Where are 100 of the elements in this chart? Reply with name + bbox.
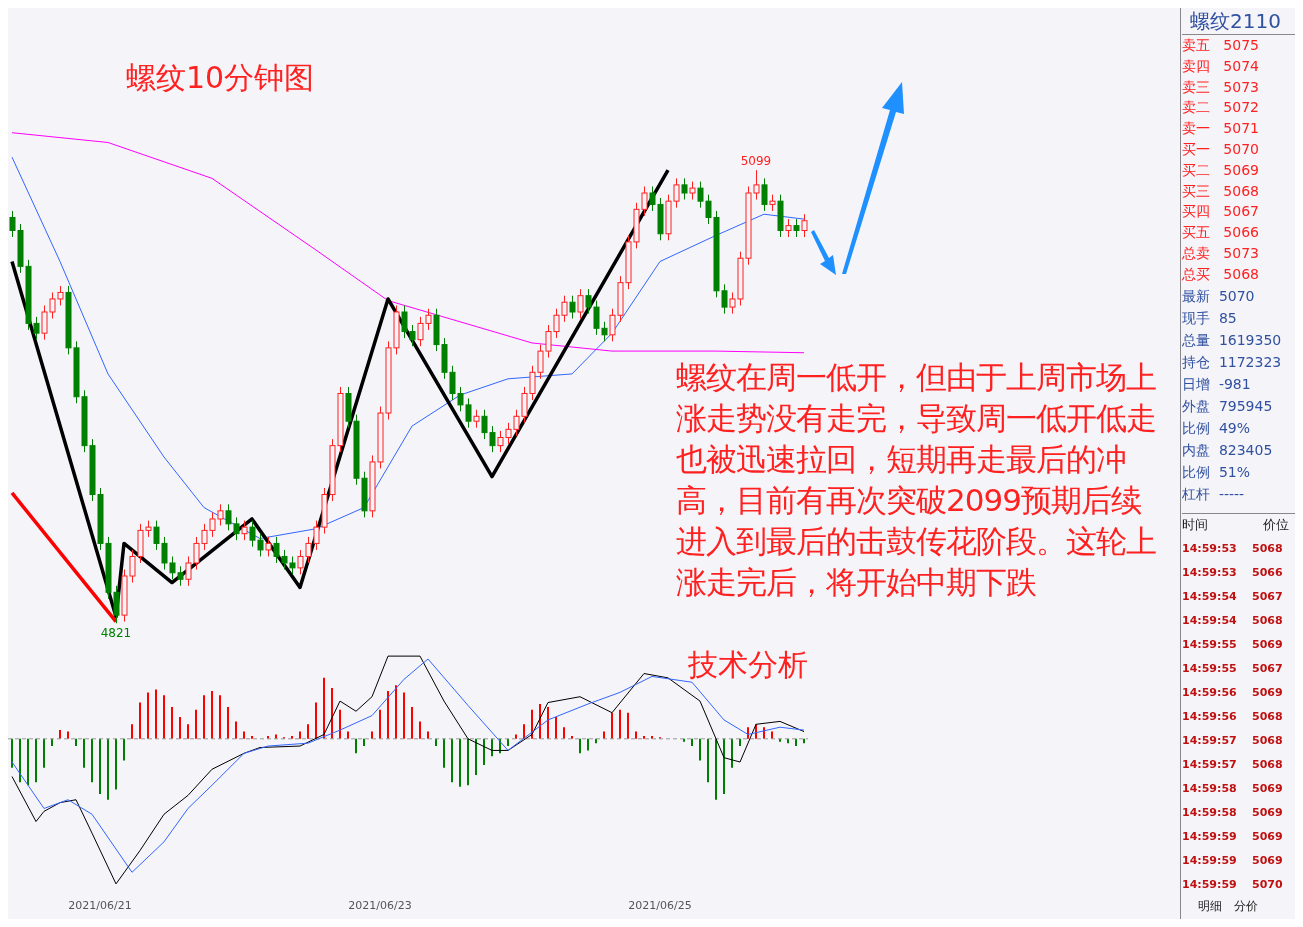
text: 分价 <box>1234 898 1258 915</box>
bar <box>379 709 381 739</box>
category-label: 内盘 823405 <box>1182 441 1273 458</box>
bar <box>731 738 733 768</box>
bar <box>507 738 509 747</box>
bar <box>219 695 221 739</box>
category-label: 总卖 5073 <box>1182 244 1259 261</box>
bar <box>35 738 37 783</box>
annotation: 螺纹在周一低开，但由于上周市场上涨走势没有走完，导致周一低开低走也被迅速拉回，短期再走最后的冲高，目前有再次突破2099预期后续进入到最后的击鼓传花阶段。这轮上涨走完后，将开始中期下跌 <box>676 358 1157 602</box>
text: 螺纹2110 <box>1182 8 1295 35</box>
bar <box>123 738 125 761</box>
bar <box>355 738 357 754</box>
category-label: 14:59:58 5069 <box>1182 805 1283 819</box>
bar <box>11 738 13 768</box>
bar <box>579 738 581 754</box>
bar <box>251 735 253 739</box>
bar <box>547 706 549 739</box>
category-label: 14:59:54 5068 <box>1182 613 1283 627</box>
category-label: 买一 5070 <box>1182 140 1259 157</box>
category-label: 持仓 1172323 <box>1182 353 1282 370</box>
category-label: 14:59:53 5068 <box>1182 541 1283 555</box>
bar <box>83 738 85 768</box>
bar <box>523 724 525 739</box>
bar <box>323 677 325 739</box>
bar <box>139 702 141 739</box>
bar <box>723 738 725 794</box>
category-label: 卖三 5073 <box>1182 78 1259 95</box>
category-label: 14:59:57 5068 <box>1182 757 1283 771</box>
category-label: 14:59:56 5068 <box>1182 709 1283 723</box>
bar <box>555 717 557 739</box>
bar <box>619 709 621 739</box>
bar <box>363 738 365 747</box>
bar <box>795 738 797 747</box>
annotation: 技术分析 <box>688 646 808 684</box>
text: 价位 <box>1262 516 1290 534</box>
category-label: 14:59:53 5066 <box>1182 565 1283 579</box>
bar <box>451 738 453 783</box>
chart-title: 螺纹10分钟图 <box>126 59 315 97</box>
bar <box>419 721 421 739</box>
bar <box>483 738 485 765</box>
bar <box>435 738 437 747</box>
bar <box>707 738 709 783</box>
bar <box>243 731 245 739</box>
bar <box>739 738 741 747</box>
category-label: 14:59:55 5067 <box>1182 661 1283 675</box>
category-label: 14:59:57 5068 <box>1182 733 1283 747</box>
bar <box>403 692 405 739</box>
x-tick-label: 2021/06/25 <box>628 898 692 912</box>
bar <box>107 738 109 800</box>
category-label: 14:59:55 5069 <box>1182 637 1283 651</box>
bar <box>643 735 645 739</box>
bar <box>43 738 45 768</box>
bar <box>99 738 101 794</box>
category-label: 14:59:59 5069 <box>1182 853 1283 867</box>
bar <box>75 738 77 747</box>
bar <box>91 738 93 783</box>
bar <box>411 706 413 739</box>
category-label: 现手 85 <box>1182 309 1237 326</box>
bar <box>51 738 53 747</box>
bar <box>467 738 469 786</box>
category-label: 日增 -981 <box>1182 375 1251 392</box>
category-label: 总买 5068 <box>1182 265 1259 282</box>
bar <box>691 738 693 747</box>
bar <box>227 706 229 739</box>
category-label: 卖二 5072 <box>1182 99 1259 116</box>
bar <box>475 738 477 776</box>
bar <box>611 712 613 739</box>
category-label: 买五 5066 <box>1182 224 1259 241</box>
bar <box>715 738 717 800</box>
annotation: 4821 <box>100 625 132 640</box>
bar <box>459 738 461 787</box>
category-label: 买四 5067 <box>1182 203 1259 220</box>
bar <box>395 685 397 739</box>
bar <box>187 724 189 739</box>
bar <box>131 724 133 739</box>
category-label: 买二 5069 <box>1182 161 1259 178</box>
bar <box>779 738 781 742</box>
bar <box>211 690 213 739</box>
category-label: 买三 5068 <box>1182 182 1259 199</box>
category-label: 比例 49% <box>1182 419 1251 436</box>
category-label: 14:59:56 5069 <box>1182 685 1283 699</box>
candlestick <box>577 288 584 320</box>
candlestick <box>761 177 768 212</box>
text: 明细 <box>1198 898 1222 915</box>
candlestick <box>681 177 688 201</box>
bar <box>627 712 629 739</box>
candlestick <box>569 295 576 320</box>
category-label: 14:59:58 5069 <box>1182 781 1283 795</box>
bar <box>147 692 149 739</box>
category-label: 卖四 5074 <box>1182 57 1259 74</box>
bar <box>203 695 205 739</box>
bar <box>163 695 165 739</box>
category-label: 杠杆 ----- <box>1182 485 1245 502</box>
category-label: 卖五 5075 <box>1182 37 1259 53</box>
bar <box>179 717 181 739</box>
bar <box>155 689 157 739</box>
x-tick-label: 2021/06/23 <box>348 898 412 912</box>
category-label: 14:59:59 5069 <box>1182 829 1283 843</box>
x-tick-label: 2021/06/21 <box>68 898 132 912</box>
category-label: 卖一 5071 <box>1182 120 1259 137</box>
